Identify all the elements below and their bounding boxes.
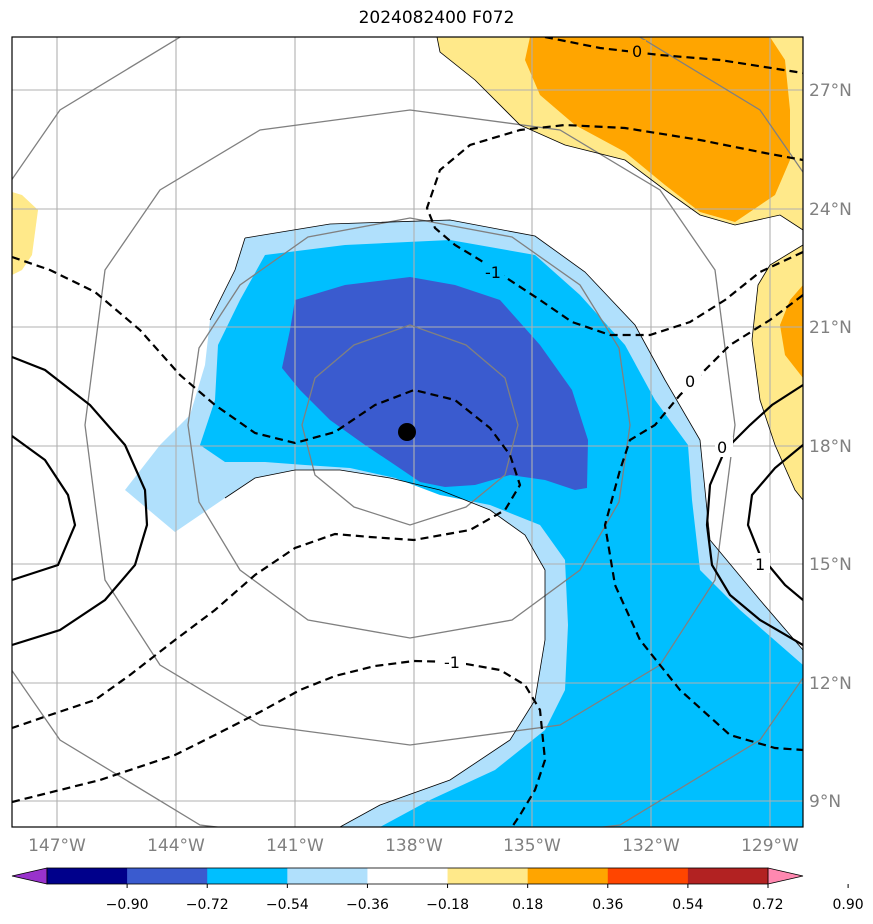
lat-tick-label: 15°N [809,555,852,575]
colorbar-segments [47,868,769,884]
colorbar-under-arrow [11,867,48,885]
colorbar-tick-label: 0.18 [512,897,543,913]
colorbar-tick-label: 0.90 [833,897,864,913]
colorbar-tick-label: −0.36 [346,897,389,913]
colorbar-segment [207,868,288,884]
colorbar-tick-label: 0.72 [752,897,783,913]
contour-label-0-top: 0 [632,42,642,61]
storm-center-marker [398,423,416,441]
colorbar-tick-label: −0.54 [266,897,309,913]
lat-tick-labels: 27°N 24°N 21°N 18°N 15°N 12°N 9°N [809,81,852,812]
shading-positive-orange-ne [525,37,790,222]
colorbar-segment [47,868,128,884]
dashed-contours [12,37,803,827]
colorbar-tick-label: −0.90 [106,897,149,913]
map-frame [11,36,804,828]
contour-labels: 0 -1 0 0 1 -1 [440,40,770,672]
shading-outline [209,37,803,827]
colorbar-tick-label: 0.54 [672,897,703,913]
lon-tick-label: 135°W [503,836,561,856]
lon-tick-label: 141°W [266,836,324,856]
solid-contours [12,355,803,647]
colorbar-over-arrow [767,867,804,885]
shading-positive-orange-e [780,285,803,378]
graticule [12,37,803,827]
lat-tick-label: 18°N [809,437,852,457]
colorbar-tick-label: −0.18 [426,897,469,913]
range-rings [12,37,803,827]
contour-label-neg1-ne: -1 [485,263,501,282]
lon-tick-label: 132°W [622,836,680,856]
colorbar-tick-label: −0.72 [186,897,229,913]
colorbar-tick-label: 0.36 [592,897,623,913]
lon-tick-label: 144°W [147,836,205,856]
colorbar-ticks: −0.90 −0.72 −0.54 −0.36 −0.18 0.18 0.36 0.54 0.7… [106,884,864,913]
contour-label-0-east: 0 [685,372,695,391]
colorbar-segment [127,868,208,884]
colorbar-segment [287,868,368,884]
colorbar-segment [527,868,609,884]
lat-tick-label: 27°N [809,81,852,101]
shading-negative-royal-blue [282,277,588,490]
lon-tick-label: 138°W [385,836,443,856]
contour-label-0-east-solid: 0 [717,438,727,457]
lat-tick-label: 12°N [809,674,852,694]
colorbar-segment [687,868,769,884]
lat-tick-label: 21°N [809,318,852,338]
lat-tick-label: 24°N [809,200,852,220]
shading-positive-yellow-w [12,192,38,275]
lat-tick-label: 9°N [809,792,841,812]
colorbar-frame [46,867,769,885]
contour-label-neg1-south: -1 [444,653,460,672]
contour-label-1-east: 1 [755,555,765,574]
plot-title: 2024082400 F072 [358,8,515,28]
colorbar: −0.90 −0.72 −0.54 −0.36 −0.18 0.18 0.36 0.54 0.7… [11,867,864,913]
lon-tick-labels: 147°W 144°W 141°W 138°W 135°W 132°W 129°… [28,836,799,856]
lon-tick-label: 129°W [741,836,799,856]
colorbar-segment [367,868,449,884]
colorbar-segment [607,868,689,884]
colorbar-segment [447,868,529,884]
lon-tick-label: 147°W [28,836,86,856]
